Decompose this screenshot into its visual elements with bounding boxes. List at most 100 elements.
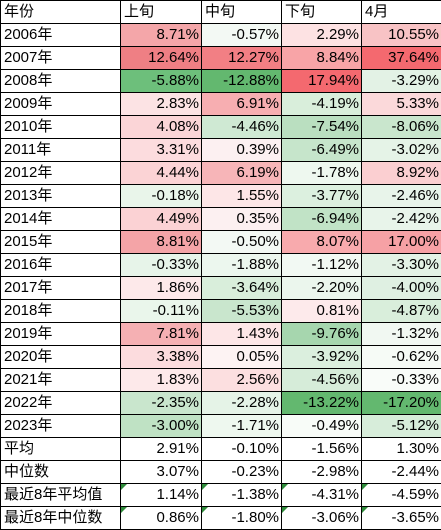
cell-mid-month[interactable]: 0.39% <box>201 138 282 162</box>
cell-early-month[interactable]: 4.44% <box>120 161 202 185</box>
cell-mid-month[interactable]: 0.35% <box>201 207 282 231</box>
cell-early-month[interactable]: 1.83% <box>120 368 202 392</box>
cell-early-month[interactable]: -5.88% <box>120 69 202 93</box>
cell-april[interactable]: -1.32% <box>361 322 441 346</box>
row-label[interactable]: 2020年 <box>0 345 121 369</box>
cell-april[interactable]: 37.64% <box>361 46 441 70</box>
cell-late-month[interactable]: 2.29% <box>281 23 362 47</box>
cell-late-month[interactable]: 17.94% <box>281 69 362 93</box>
cell-mid-month[interactable]: -12.88% <box>201 69 282 93</box>
cell-april[interactable]: 1.30% <box>361 437 441 461</box>
cell-late-month[interactable]: -2.98% <box>281 460 362 484</box>
row-label[interactable]: 2017年 <box>0 276 121 300</box>
row-label[interactable]: 2023年 <box>0 414 121 438</box>
cell-april[interactable]: -5.12% <box>361 414 441 438</box>
cell-mid-month[interactable]: -1.38% <box>201 483 282 507</box>
cell-early-month[interactable]: -3.00% <box>120 414 202 438</box>
cell-late-month[interactable]: -3.77% <box>281 184 362 208</box>
cell-early-month[interactable]: 7.81% <box>120 322 202 346</box>
cell-mid-month[interactable]: 12.27% <box>201 46 282 70</box>
row-label[interactable]: 2012年 <box>0 161 121 185</box>
cell-mid-month[interactable]: -0.10% <box>201 437 282 461</box>
cell-april[interactable]: 17.00% <box>361 230 441 254</box>
row-label[interactable]: 最近8年平均值 <box>0 483 121 507</box>
cell-mid-month[interactable]: -4.46% <box>201 115 282 139</box>
cell-april[interactable]: -4.00% <box>361 276 441 300</box>
row-label[interactable]: 2014年 <box>0 207 121 231</box>
row-label[interactable]: 2008年 <box>0 69 121 93</box>
header-year[interactable]: 年份 <box>0 0 121 24</box>
cell-april[interactable]: -2.42% <box>361 207 441 231</box>
cell-early-month[interactable]: 0.86% <box>120 506 202 530</box>
row-label[interactable]: 2013年 <box>0 184 121 208</box>
row-label[interactable]: 2006年 <box>0 23 121 47</box>
cell-early-month[interactable]: 12.64% <box>120 46 202 70</box>
cell-late-month[interactable]: 0.81% <box>281 299 362 323</box>
cell-april[interactable]: -0.62% <box>361 345 441 369</box>
cell-mid-month[interactable]: -0.57% <box>201 23 282 47</box>
cell-late-month[interactable]: -13.22% <box>281 391 362 415</box>
cell-mid-month[interactable]: 6.91% <box>201 92 282 116</box>
header-late-month[interactable]: 下旬 <box>281 0 362 24</box>
cell-early-month[interactable]: 8.81% <box>120 230 202 254</box>
cell-late-month[interactable]: -2.20% <box>281 276 362 300</box>
header-april[interactable]: 4月 <box>361 0 441 24</box>
cell-early-month[interactable]: 8.71% <box>120 23 202 47</box>
row-label[interactable]: 平均 <box>0 437 121 461</box>
cell-april[interactable]: -17.20% <box>361 391 441 415</box>
cell-late-month[interactable]: -3.06% <box>281 506 362 530</box>
header-early-month[interactable]: 上旬 <box>120 0 202 24</box>
cell-late-month[interactable]: 8.84% <box>281 46 362 70</box>
cell-mid-month[interactable]: -1.88% <box>201 253 282 277</box>
cell-early-month[interactable]: -0.33% <box>120 253 202 277</box>
cell-april[interactable]: 8.92% <box>361 161 441 185</box>
cell-mid-month[interactable]: -0.23% <box>201 460 282 484</box>
cell-early-month[interactable]: 2.91% <box>120 437 202 461</box>
cell-april[interactable]: -2.44% <box>361 460 441 484</box>
cell-mid-month[interactable]: 2.56% <box>201 368 282 392</box>
cell-mid-month[interactable]: 1.55% <box>201 184 282 208</box>
cell-april[interactable]: -4.87% <box>361 299 441 323</box>
row-label[interactable]: 2015年 <box>0 230 121 254</box>
row-label[interactable]: 2019年 <box>0 322 121 346</box>
cell-april[interactable]: -3.29% <box>361 69 441 93</box>
row-label[interactable]: 2021年 <box>0 368 121 392</box>
cell-april[interactable]: -3.02% <box>361 138 441 162</box>
cell-late-month[interactable]: -4.19% <box>281 92 362 116</box>
cell-early-month[interactable]: 3.38% <box>120 345 202 369</box>
row-label[interactable]: 中位数 <box>0 460 121 484</box>
cell-early-month[interactable]: 4.49% <box>120 207 202 231</box>
cell-mid-month[interactable]: -5.53% <box>201 299 282 323</box>
row-label[interactable]: 2010年 <box>0 115 121 139</box>
row-label[interactable]: 2016年 <box>0 253 121 277</box>
row-label[interactable]: 2009年 <box>0 92 121 116</box>
cell-early-month[interactable]: 1.86% <box>120 276 202 300</box>
row-label[interactable]: 2022年 <box>0 391 121 415</box>
cell-april[interactable]: -2.46% <box>361 184 441 208</box>
cell-april[interactable]: 5.33% <box>361 92 441 116</box>
row-label[interactable]: 2018年 <box>0 299 121 323</box>
cell-mid-month[interactable]: 1.43% <box>201 322 282 346</box>
cell-early-month[interactable]: 3.31% <box>120 138 202 162</box>
cell-april[interactable]: -8.06% <box>361 115 441 139</box>
row-label[interactable]: 2011年 <box>0 138 121 162</box>
cell-late-month[interactable]: -4.56% <box>281 368 362 392</box>
cell-late-month[interactable]: -1.78% <box>281 161 362 185</box>
cell-april[interactable]: -3.30% <box>361 253 441 277</box>
cell-early-month[interactable]: 4.08% <box>120 115 202 139</box>
cell-late-month[interactable]: -1.12% <box>281 253 362 277</box>
cell-mid-month[interactable]: -1.71% <box>201 414 282 438</box>
cell-early-month[interactable]: -0.11% <box>120 299 202 323</box>
cell-mid-month[interactable]: -2.28% <box>201 391 282 415</box>
cell-april[interactable]: -0.33% <box>361 368 441 392</box>
cell-late-month[interactable]: -1.56% <box>281 437 362 461</box>
row-label[interactable]: 最近8年中位数 <box>0 506 121 530</box>
cell-mid-month[interactable]: 6.19% <box>201 161 282 185</box>
row-label[interactable]: 2007年 <box>0 46 121 70</box>
cell-late-month[interactable]: -3.92% <box>281 345 362 369</box>
cell-late-month[interactable]: -7.54% <box>281 115 362 139</box>
cell-mid-month[interactable]: -3.64% <box>201 276 282 300</box>
cell-early-month[interactable]: 1.14% <box>120 483 202 507</box>
cell-late-month[interactable]: -6.49% <box>281 138 362 162</box>
cell-early-month[interactable]: -0.18% <box>120 184 202 208</box>
